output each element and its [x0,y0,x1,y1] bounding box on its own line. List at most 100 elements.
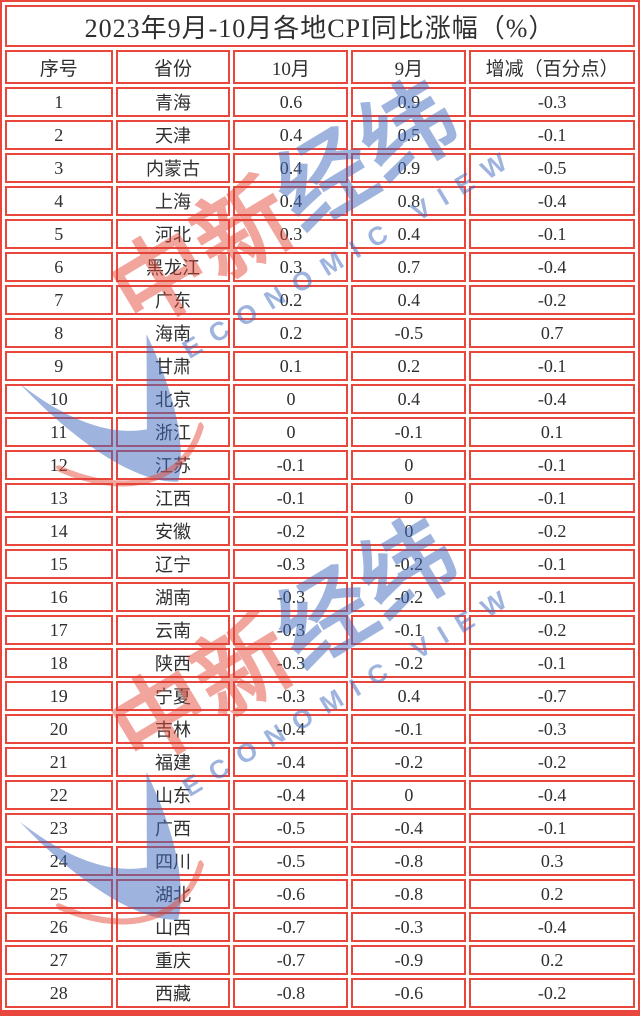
table-row: 21 福建 -0.4 -0.2 -0.2 [5,747,635,777]
cell-province: 江苏 [115,450,231,480]
cell-province: 山西 [115,912,231,942]
cell-index: 7 [5,285,113,315]
cell-province: 吉林 [115,714,231,744]
cell-september: -0.1 [351,615,467,645]
cell-change: 0.2 [469,879,635,909]
cell-province: 浙江 [115,417,231,447]
cell-october: 0.2 [233,285,349,315]
cell-change: -0.4 [469,912,635,942]
cell-change: -0.7 [469,681,635,711]
header-row: 序号 省份 10月 9月 增减（百分点） [5,50,635,84]
cell-october: 0.2 [233,318,349,348]
cell-october: -0.6 [233,879,349,909]
column-header-province: 省份 [115,50,231,84]
cell-september: -0.8 [351,879,467,909]
table-row: 7 广东 0.2 0.4 -0.2 [5,285,635,315]
table-row: 18 陕西 -0.3 -0.2 -0.1 [5,648,635,678]
cell-october: 0.3 [233,219,349,249]
table-row: 15 辽宁 -0.3 -0.2 -0.1 [5,549,635,579]
cell-index: 12 [5,450,113,480]
cell-index: 13 [5,483,113,513]
table-row: 28 西藏 -0.8 -0.6 -0.2 [5,978,635,1008]
table-row: 24 四川 -0.5 -0.8 0.3 [5,846,635,876]
cell-october: 0.6 [233,87,349,117]
table-row: 20 吉林 -0.4 -0.1 -0.3 [5,714,635,744]
cell-change: -0.1 [469,483,635,513]
cell-province: 辽宁 [115,549,231,579]
cell-index: 24 [5,846,113,876]
cell-september: -0.2 [351,648,467,678]
cell-september: 0 [351,516,467,546]
cell-october: -0.3 [233,648,349,678]
cell-change: -0.2 [469,516,635,546]
cell-october: 0 [233,417,349,447]
table-row: 10 北京 0 0.4 -0.4 [5,384,635,414]
cell-index: 17 [5,615,113,645]
cell-september: 0 [351,483,467,513]
cell-september: -0.6 [351,978,467,1008]
table-row: 8 海南 0.2 -0.5 0.7 [5,318,635,348]
cell-index: 16 [5,582,113,612]
cell-september: -0.8 [351,846,467,876]
cell-change: -0.2 [469,285,635,315]
cell-october: -0.3 [233,681,349,711]
cell-october: -0.5 [233,813,349,843]
cell-index: 11 [5,417,113,447]
cell-province: 青海 [115,87,231,117]
cell-change: -0.1 [469,813,635,843]
cell-october: -0.7 [233,912,349,942]
table-row: 23 广西 -0.5 -0.4 -0.1 [5,813,635,843]
cell-change: -0.3 [469,87,635,117]
table-body: 1 青海 0.6 0.9 -0.3 2 天津 0.4 0.5 -0.1 3 内蒙古 0.4 0.9 -0.5… [5,87,635,1016]
cell-province: 重庆 [115,945,231,975]
table-row: 12 江苏 -0.1 0 -0.1 [5,450,635,480]
cell-index: 9 [5,351,113,381]
cell-province: 上海 [115,186,231,216]
cell-province: 广西 [115,813,231,843]
cell-index: 3 [5,153,113,183]
cell-province: 湖北 [115,879,231,909]
cell-october: -0.7 [233,945,349,975]
cell-october: -0.4 [233,780,349,810]
cell-index: 10 [5,384,113,414]
table-row: 16 湖南 -0.3 -0.2 -0.1 [5,582,635,612]
cell-province: 北京 [115,384,231,414]
column-header-september: 9月 [351,50,467,84]
cell-october: -0.1 [233,450,349,480]
cell-change: -0.4 [469,780,635,810]
cell-index: 26 [5,912,113,942]
cell-index: 19 [5,681,113,711]
table-row: 17 云南 -0.3 -0.1 -0.2 [5,615,635,645]
cell-change: -0.1 [469,549,635,579]
cell-province: 河北 [115,219,231,249]
cell-index: 21 [5,747,113,777]
cell-province: 黑龙江 [115,252,231,282]
column-header-index: 序号 [5,50,113,84]
cell-september: 0 [351,780,467,810]
cell-province: 江西 [115,483,231,513]
cell-september: 0.4 [351,384,467,414]
cell-index: 1 [5,87,113,117]
cell-september: 0.9 [351,87,467,117]
cell-change: 0.2 [469,945,635,975]
cell-index: 6 [5,252,113,282]
cell-september: 0 [351,450,467,480]
cell-change: -0.2 [469,978,635,1008]
table-row: 11 浙江 0 -0.1 0.1 [5,417,635,447]
cell-province: 海南 [115,318,231,348]
cell-index: 2 [5,120,113,150]
cell-october: -0.8 [233,978,349,1008]
cell-october: -0.4 [233,714,349,744]
cell-september: 0.8 [351,186,467,216]
cell-october: -0.5 [233,846,349,876]
cell-change: -0.5 [469,1011,635,1016]
cell-september: -0.3 [351,912,467,942]
table-row: 19 宁夏 -0.3 0.4 -0.7 [5,681,635,711]
table-row: 13 江西 -0.1 0 -0.1 [5,483,635,513]
column-header-change: 增减（百分点） [469,50,635,84]
cell-september: 0.4 [351,219,467,249]
cell-change: -0.2 [469,747,635,777]
cell-september: -0.4 [351,813,467,843]
